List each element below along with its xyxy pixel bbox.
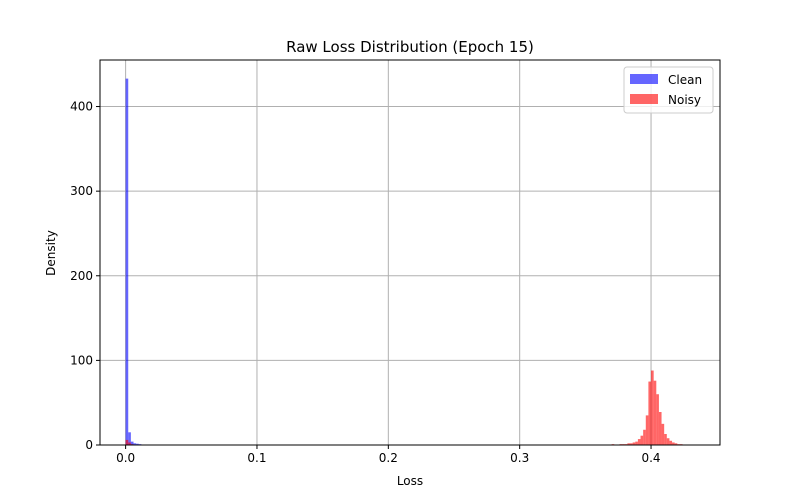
histogram-bar [133,443,137,445]
histogram-bar [645,415,649,445]
histogram-bar [643,429,646,445]
histogram-bar [658,412,662,445]
legend-swatch-clean [630,74,658,84]
x-tick-label: 0.4 [641,451,660,465]
histogram-bar [672,442,675,445]
series-noisy [125,370,683,445]
y-tick-label: 0 [85,438,93,452]
histogram-bar [635,441,638,445]
x-tick-label: 0.0 [116,451,135,465]
legend: Clean Noisy [623,66,714,114]
x-tick-label: 0.3 [510,451,529,465]
histogram-bar [674,443,678,445]
histogram-bar [661,423,665,445]
legend-swatch-noisy [630,94,658,104]
histogram-bar [125,78,129,445]
histogram-bar [656,394,659,445]
legend-label-clean: Clean [668,73,702,87]
histogram-bar [627,443,631,445]
series-clean [125,78,142,445]
x-axis-label: Loss [397,474,423,488]
histogram-bar [669,440,673,445]
y-tick-label: 400 [70,100,93,114]
histogram-bar [653,380,657,445]
histogram-bar [640,435,644,445]
histogram-bar [125,439,129,445]
plot-frame [99,59,721,446]
y-tick-label: 200 [70,269,93,283]
histogram-bar [637,439,641,445]
histogram-bar [136,443,139,445]
x-tick-label: 0.2 [379,451,398,465]
histogram-bar [128,442,131,445]
y-tick-label: 100 [70,353,93,367]
histogram-bar [630,443,633,445]
grid [100,60,720,446]
x-tick-label: 0.1 [247,451,266,465]
histogram-bar [651,370,654,445]
chart-title: Raw Loss Distribution (Epoch 15) [286,38,534,56]
histogram-bar [128,432,131,445]
y-axis-label: Density [44,230,58,276]
histogram-bar [632,442,636,445]
histogram-bar [666,438,670,445]
histogram-bar [130,441,134,445]
y-tick-label: 300 [70,184,93,198]
histogram-bar [664,434,667,445]
legend-label-noisy: Noisy [668,93,701,107]
axis-ticks: 0.0 0.1 0.2 0.3 0.4 0 100 200 300 400 [70,100,660,465]
histogram-bars [125,78,683,445]
histogram-bar [648,381,652,445]
